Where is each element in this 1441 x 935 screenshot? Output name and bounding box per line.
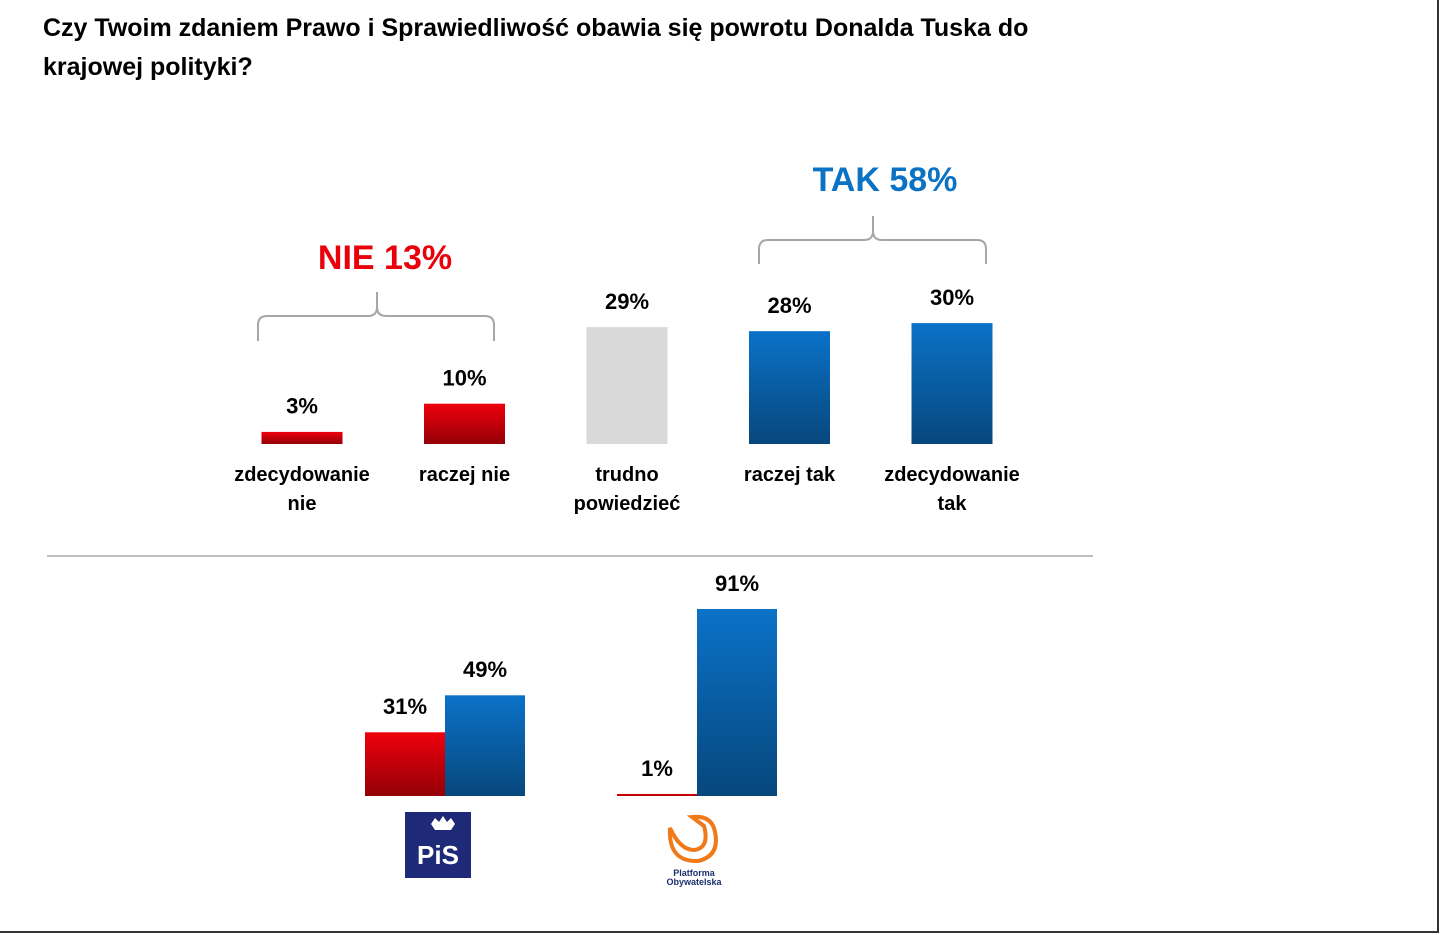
logo bbox=[667, 814, 718, 864]
bar bbox=[911, 323, 993, 444]
title: Czy Twoim zdaniem Prawo i Sprawiedliwość… bbox=[43, 14, 1029, 81]
value-label: 10% bbox=[442, 366, 486, 391]
annotation: NIE 13% bbox=[318, 239, 452, 277]
value-label: 1% bbox=[641, 756, 673, 781]
bar bbox=[424, 403, 505, 444]
bar bbox=[586, 327, 668, 444]
annotation: TAK 58% bbox=[813, 161, 958, 199]
bar bbox=[365, 732, 445, 796]
bar bbox=[697, 608, 777, 796]
bracket bbox=[257, 292, 495, 341]
bar bbox=[617, 793, 697, 796]
logo-text: PiS bbox=[417, 840, 459, 870]
value-label: 3% bbox=[286, 394, 318, 419]
logo-text: Platforma Obywatelska bbox=[666, 868, 722, 887]
bar bbox=[749, 331, 830, 444]
x-tick-label: raczej tak bbox=[743, 464, 836, 486]
x-tick-label: zdecydowanie tak bbox=[884, 464, 1020, 515]
x-tick-label: zdecydowanie nie bbox=[234, 464, 370, 515]
value-label: 91% bbox=[715, 571, 759, 596]
logo-eagle bbox=[431, 816, 455, 830]
bracket bbox=[758, 216, 987, 264]
bar bbox=[445, 695, 525, 796]
value-label: 30% bbox=[930, 285, 974, 310]
value-label: 28% bbox=[767, 293, 811, 318]
value-label: 49% bbox=[463, 657, 507, 682]
value-label: 31% bbox=[383, 694, 427, 719]
x-tick-label: raczej nie bbox=[418, 464, 511, 486]
x-tick-label: trudno powiedzieć bbox=[573, 464, 681, 515]
bar bbox=[261, 431, 343, 444]
value-label: 29% bbox=[605, 289, 649, 314]
